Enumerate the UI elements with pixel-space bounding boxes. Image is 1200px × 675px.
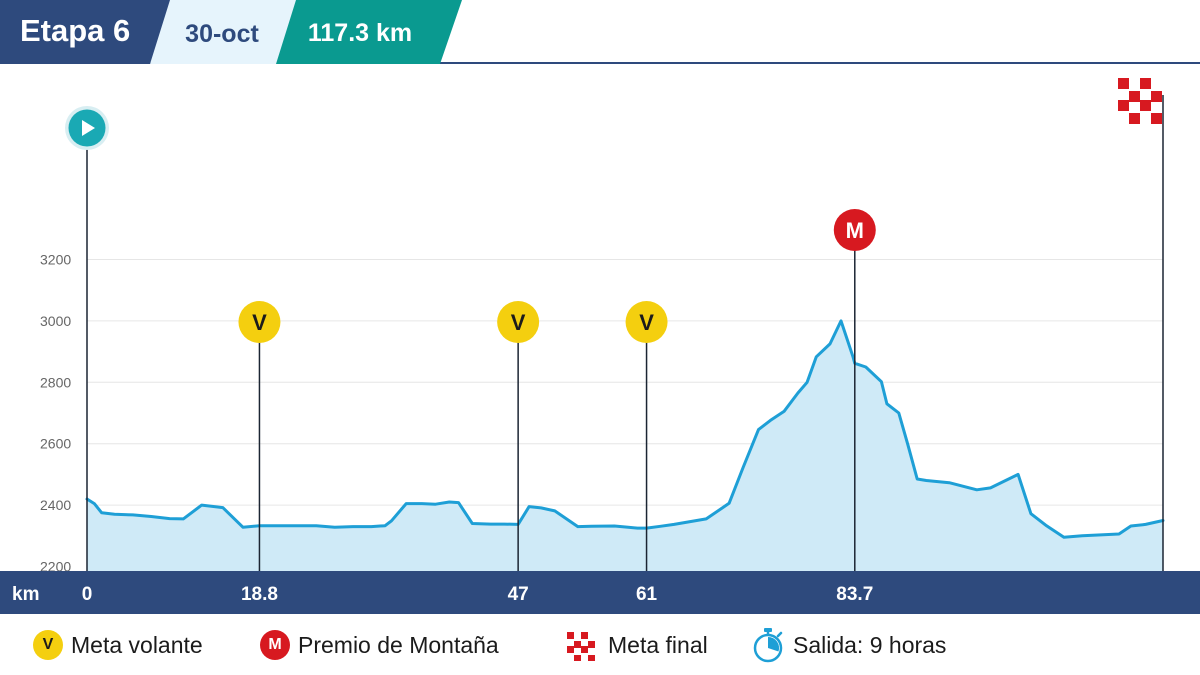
y-tick-label-2400: 2400 bbox=[40, 497, 71, 513]
legend-start-time-label: Salida: 9 horas bbox=[793, 631, 947, 658]
stage-title: Etapa 6 bbox=[20, 13, 130, 48]
legend-item-start-time: Salida: 9 horas bbox=[751, 628, 947, 663]
km-axis-bar bbox=[0, 571, 1200, 614]
legend-sprint-label: Meta volante bbox=[71, 631, 203, 658]
stopwatch-icon bbox=[753, 628, 783, 663]
legend-item-sprint: V Meta volante bbox=[33, 628, 203, 662]
x-tick-label: 61 bbox=[636, 584, 658, 605]
legend: V Meta volante M Premio de Montaña Meta … bbox=[0, 614, 1200, 675]
sprint-marker-icon bbox=[238, 301, 281, 343]
x-tick-label: 0 bbox=[82, 584, 93, 605]
stage-distance: 117.3 km bbox=[308, 19, 412, 47]
sprint-marker-label: V bbox=[511, 310, 526, 335]
legend-item-finish: Meta final bbox=[564, 628, 708, 662]
header-distance-bg bbox=[272, 0, 462, 64]
header-date-bg bbox=[150, 0, 296, 64]
legend-finish-label: Meta final bbox=[608, 631, 708, 658]
legend-item-mountain: M Premio de Montaña bbox=[260, 628, 499, 662]
sprint-marker-icon bbox=[625, 301, 668, 343]
x-tick-label: 47 bbox=[508, 584, 529, 605]
elevation-profile-chart: 2200 2400 2600 2800 3000 3200 V V V M km 0 18.8 47 6… bbox=[0, 78, 1200, 614]
sprint-marker-label: V bbox=[639, 310, 654, 335]
header-stage-bg bbox=[0, 0, 170, 64]
stage-date: 30-oct bbox=[185, 20, 259, 48]
checkered-flag-icon bbox=[567, 632, 595, 661]
profile-line bbox=[85, 319, 1165, 539]
y-tick-label-2600: 2600 bbox=[40, 436, 71, 452]
play-icon bbox=[82, 120, 95, 136]
mountain-legend-icon: M bbox=[260, 630, 290, 660]
y-tick-label-3000: 3000 bbox=[40, 313, 71, 329]
legend-flag-squares bbox=[567, 632, 595, 661]
sprint-marker-label: V bbox=[252, 310, 267, 335]
legend-mountain-label: Premio de Montaña bbox=[298, 631, 499, 658]
mountain-marker-icon bbox=[833, 209, 876, 251]
profile-area bbox=[87, 320, 1163, 571]
sprint-legend-icon: V bbox=[33, 630, 63, 660]
y-tick-label-2800: 2800 bbox=[40, 374, 71, 390]
y-tick-label-3200: 3200 bbox=[40, 252, 71, 268]
sprint-marker-icon bbox=[497, 301, 540, 343]
header-underline bbox=[0, 62, 1200, 64]
finish-flag-icon bbox=[1118, 78, 1162, 124]
x-tick-label: 83.7 bbox=[836, 584, 873, 605]
mountain-marker-label: M bbox=[846, 218, 864, 243]
x-axis-unit-label: km bbox=[12, 584, 39, 605]
header-banner: Etapa 6 30-oct 117.3 km bbox=[0, 0, 1200, 64]
y-tick-label-2200: 2200 bbox=[40, 559, 71, 575]
x-tick-label: 18.8 bbox=[241, 584, 278, 605]
